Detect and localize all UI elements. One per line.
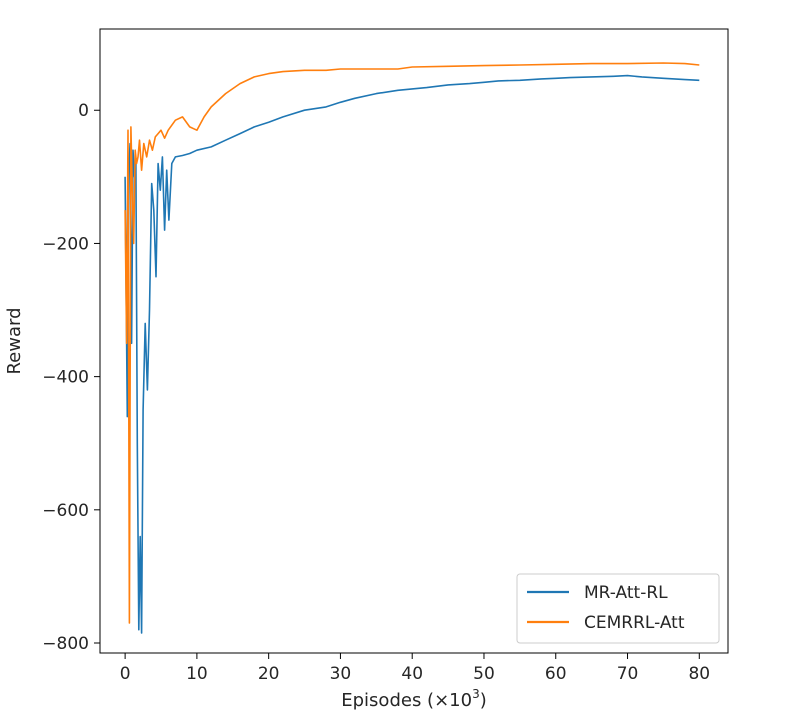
x-tick-label: 80 — [688, 664, 710, 684]
x-tick-label: 40 — [401, 664, 423, 684]
legend-label-cemrrl-att: CEMRRL-Att — [584, 613, 685, 633]
y-tick-label: −400 — [42, 368, 89, 388]
plot-frame — [99, 28, 729, 654]
x-axis-label: Episodes (×103) — [341, 687, 486, 711]
legend: MR-Att-RL CEMRRL-Att — [516, 573, 720, 644]
series-line-cemrrl-att — [124, 62, 700, 624]
x-tick-label: 60 — [545, 664, 567, 684]
y-tick-label: −800 — [42, 634, 89, 654]
plot-background — [100, 29, 728, 653]
x-tick-label: 0 — [120, 664, 131, 684]
x-tick-label: 10 — [186, 664, 208, 684]
y-tick-label: 0 — [78, 101, 89, 121]
legend-label-mr-att-rl: MR-Att-RL — [584, 583, 668, 603]
y-axis-ticks: 0 −200 −400 −600 −800 — [42, 101, 100, 654]
x-tick-label: 20 — [258, 664, 280, 684]
x-tick-label: 30 — [330, 664, 352, 684]
series-line-mr-att-rl — [124, 74, 700, 634]
series-layer — [124, 62, 700, 634]
x-tick-label: 70 — [617, 664, 639, 684]
x-axis-ticks: 0 10 20 30 40 50 60 70 80 — [120, 653, 710, 684]
x-tick-label: 50 — [473, 664, 495, 684]
y-tick-label: −200 — [42, 234, 89, 254]
y-tick-label: −600 — [42, 501, 89, 521]
y-axis-label: Reward — [4, 307, 25, 374]
